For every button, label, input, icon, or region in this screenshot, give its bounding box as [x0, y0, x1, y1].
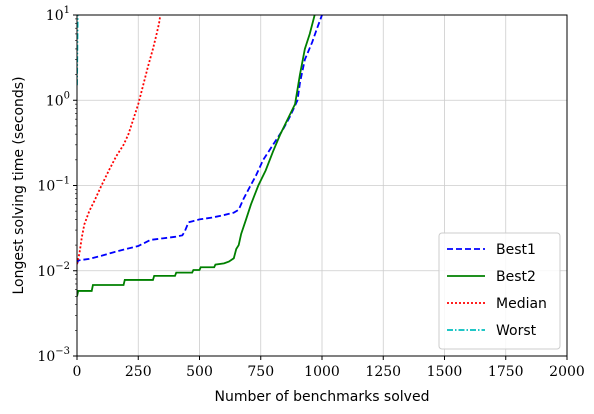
x-tick-label: 1250: [365, 364, 401, 380]
series-line-median: [77, 15, 162, 265]
y-tick-label: 10−3: [37, 346, 70, 365]
x-tick-label: 250: [125, 364, 152, 380]
series-line-best1: [77, 15, 323, 265]
legend-label: Worst: [496, 323, 537, 339]
y-tick-label: 100: [46, 90, 70, 109]
x-tick-label: 0: [73, 364, 82, 380]
legend-label: Best2: [496, 269, 536, 285]
legend-label: Best1: [496, 242, 536, 258]
x-axis-ticks: 0 250 500 750 1000 1250 1500 1750 2000: [73, 356, 585, 380]
y-axis-label: Longest solving time (seconds): [11, 76, 27, 294]
x-tick-label: 1000: [304, 364, 340, 380]
x-tick-label: 1750: [488, 364, 524, 380]
y-axis-ticks: 10−3 10−2 10−1 100 101: [37, 5, 77, 365]
x-tick-label: 2000: [549, 364, 585, 380]
x-tick-label: 500: [186, 364, 213, 380]
y-tick-label: 101: [46, 5, 70, 24]
series-line-best2: [77, 15, 316, 297]
x-axis-label: Number of benchmarks solved: [215, 389, 430, 405]
x-tick-label: 1500: [427, 364, 463, 380]
y-tick-label: 10−1: [37, 176, 70, 195]
y-tick-label: 10−2: [37, 261, 70, 280]
legend-box: [438, 232, 561, 350]
legend-label: Median: [496, 296, 547, 312]
x-tick-label: 750: [247, 364, 274, 380]
legend: Best1 Best2 Median Worst: [438, 232, 561, 350]
